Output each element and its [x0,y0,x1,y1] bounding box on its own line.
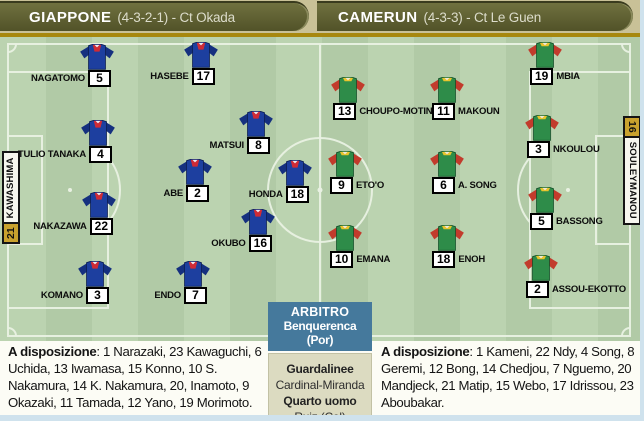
player-name: TULIO TANAKA [17,149,86,160]
player-number: 6 [432,177,455,194]
japan-jersey-icon [176,261,210,288]
tab-giappone: GIAPPONE (4-3-2-1) - Ct Okada [0,1,309,31]
team-name-giappone: GIAPPONE [29,8,112,26]
japan-jersey-icon [80,44,114,71]
referee-header: ARBITRO Benquerenca (Por) [268,302,372,351]
quarto-uomo-label: Quarto uomo [283,394,357,408]
player-number: 9 [330,177,353,194]
bench-list-camerun: A disposizione: 1 Kameni, 22 Ndy, 4 Song… [381,343,638,411]
player-number: 18 [285,186,309,203]
player-number: 4 [89,146,112,163]
player-number: 3 [527,141,550,158]
player-name: NAGATOMO [31,73,85,84]
player-name: NKOULOU [553,144,600,155]
japan-jersey-icon [178,159,212,186]
guardalinee-name: Cardinal-Miranda [275,378,365,392]
player-name: EMANA [356,254,391,265]
quarto-uomo-name: Ruiz (Col) [294,410,346,421]
gk-number: 21 [2,222,20,244]
player-number: 7 [184,287,207,304]
player-name: HASEBE [150,71,189,82]
player-souleymanou: 16 SOULEYMANOU [623,116,640,236]
player-number: 17 [191,68,215,85]
player-number: 5 [530,213,553,230]
cameroon-jersey-icon [524,255,558,282]
player-name: BASSONG [556,216,603,227]
bench-label: A disposizione [381,344,470,359]
player-number: 2 [186,185,209,202]
player-number: 2 [526,281,549,298]
player-number: 22 [89,218,113,235]
cameroon-jersey-icon [528,42,562,69]
player-name: HONDA [248,189,283,200]
player-number: 5 [88,70,111,87]
player-name: NAKAZAWA [33,221,87,232]
arbitro-name: Benquerenca (Por) [283,319,357,347]
cameroon-jersey-icon [430,225,464,252]
guardalinee-label: Guardalinee [286,362,354,376]
japan-jersey-icon [239,111,273,138]
bench-label: A disposizione [8,344,97,359]
team-name-camerun: CAMERUN [338,8,418,26]
player-name: ASSOU-EKOTTO [552,284,626,295]
player-name: MBIA [556,71,580,82]
cameroon-jersey-icon [430,77,464,104]
officials-panel: ARBITRO Benquerenca (Por) Guardalinee Ca… [268,302,372,421]
player-name: ENDO [154,290,181,301]
japan-jersey-icon [278,160,312,187]
team-detail-giappone: (4-3-2-1) - Ct Okada [117,9,235,25]
cameroon-jersey-icon [528,187,562,214]
bench-names: : 1 Narazaki, 23 Kawaguchi, 6 Uchida, 13… [8,344,262,410]
japan-jersey-icon [241,209,275,236]
gold-divider [0,33,640,37]
japan-jersey-icon [82,192,116,219]
player-name: KOMANO [40,290,83,301]
officials-body: Guardalinee Cardinal-Miranda Quarto uomo… [268,353,372,421]
player-number: 13 [333,103,357,120]
player-number: 10 [330,251,354,268]
player-number: 19 [530,68,554,85]
gk-name: SOULEYMANOU [623,137,640,225]
japan-jersey-icon [78,261,112,288]
bench-names: : 1 Kameni, 22 Ndy, 4 Song, 8 Geremi, 12… [381,344,635,410]
header: GIAPPONE (4-3-2-1) - Ct Okada CAMERUN (4… [0,0,640,33]
bench-list-giappone: A disposizione: 1 Narazaki, 23 Kawaguchi… [8,343,268,411]
cameroon-jersey-icon [331,77,365,104]
japan-jersey-icon [81,120,115,147]
player-name: A. SONG [458,180,497,191]
player-number: 3 [86,287,109,304]
player-name: MATSUI [209,140,244,151]
player-name: OKUBO [211,238,246,249]
arbitro-label: ARBITRO [290,305,350,319]
cameroon-jersey-icon [328,151,362,178]
player-number: 18 [432,251,456,268]
player-name: ABE [163,188,184,199]
japan-jersey-icon [184,42,218,69]
player-number: 11 [432,103,455,120]
gk-number: 16 [623,116,640,138]
cameroon-jersey-icon [525,115,559,142]
player-number: 16 [248,235,272,252]
tab-camerun: CAMERUN (4-3-3) - Ct Le Guen [317,1,633,31]
cameroon-jersey-icon [328,225,362,252]
cameroon-jersey-icon [430,151,464,178]
player-name: ENOH [458,254,486,265]
player-number: 8 [247,137,270,154]
player-name: CHOUPO-MOTING [359,106,440,117]
team-detail-camerun: (4-3-3) - Ct Le Guen [423,9,542,25]
player-name: MAKOUN [458,106,500,117]
player-name: ETO'O [356,180,385,191]
